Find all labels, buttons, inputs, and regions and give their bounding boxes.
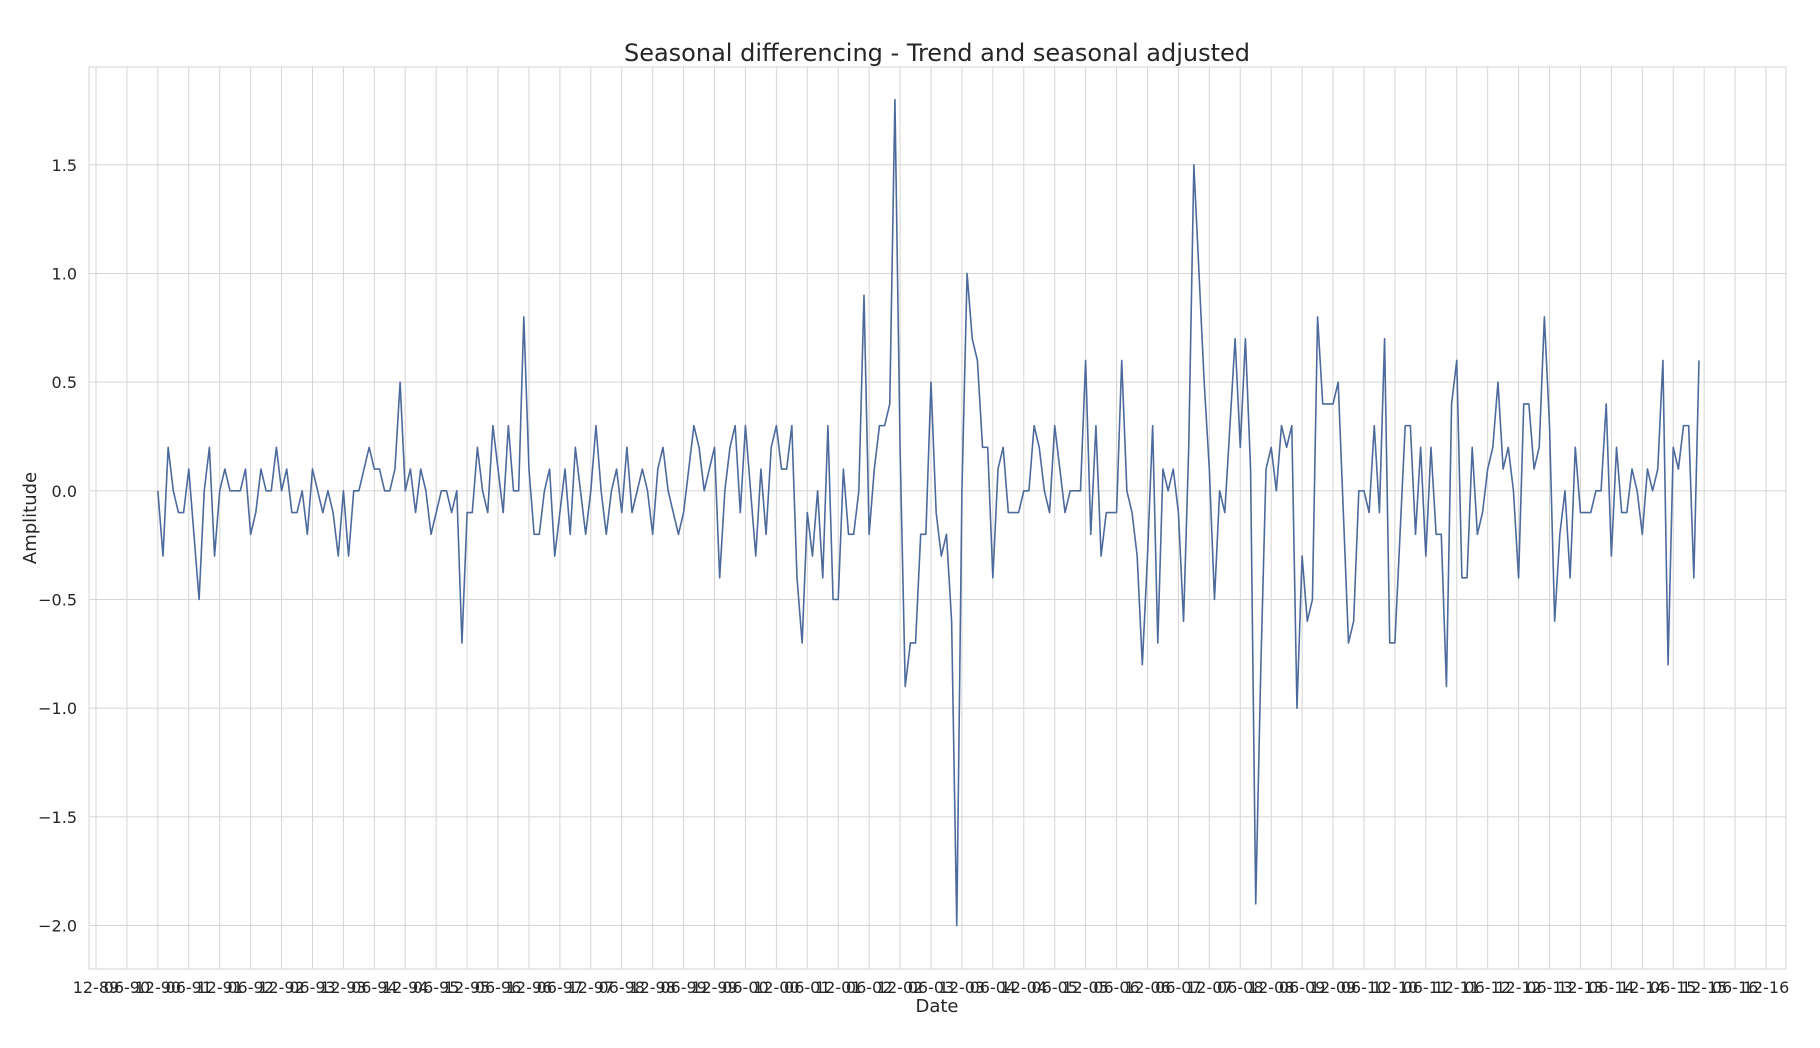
x-tick-label: 12-04 bbox=[1001, 978, 1048, 997]
x-tick-label: 06-91 bbox=[166, 978, 213, 997]
x-tick-label: 06-16 bbox=[1712, 978, 1759, 997]
x-tick-label: 06-14 bbox=[1588, 978, 1635, 997]
x-axis-title: Date bbox=[915, 996, 958, 1017]
x-tick-label: 12-11 bbox=[1433, 978, 1480, 997]
x-tick-label: 06-06 bbox=[1093, 978, 1140, 997]
y-tick-label: −0.5 bbox=[38, 591, 77, 610]
x-tick-label: 12-90 bbox=[135, 978, 182, 997]
x-tick-label: 06-94 bbox=[351, 978, 398, 997]
x-tick-label: 12-13 bbox=[1557, 978, 1604, 997]
plot-frame bbox=[88, 66, 1787, 970]
x-tick-label: 06-07 bbox=[1155, 978, 1202, 997]
y-tick-label: 0.0 bbox=[52, 482, 77, 501]
x-tick-label: 06-90 bbox=[104, 978, 151, 997]
x-tick-label: 06-01 bbox=[784, 978, 831, 997]
x-tick-label: 06-11 bbox=[1403, 978, 1450, 997]
x-tick-label: 12-10 bbox=[1372, 978, 1419, 997]
x-tick-label: 12-99 bbox=[691, 978, 738, 997]
x-tick-label: 06-12 bbox=[1464, 978, 1511, 997]
x-tick-labels: 12-8906-9012-9006-9112-9106-9212-9206-93… bbox=[73, 978, 1790, 997]
x-tick-label: 06-98 bbox=[598, 978, 645, 997]
x-tick-label: 12-97 bbox=[568, 978, 615, 997]
x-tick-label: 12-07 bbox=[1186, 978, 1233, 997]
x-tick-label: 12-94 bbox=[382, 978, 429, 997]
x-tick-label: 12-14 bbox=[1619, 978, 1666, 997]
series-line bbox=[157, 98, 1700, 927]
x-tick-label: 06-92 bbox=[227, 978, 274, 997]
y-tick-label: 0.5 bbox=[52, 373, 77, 392]
x-tick-label: 06-09 bbox=[1279, 978, 1326, 997]
x-tick-label: 06-96 bbox=[475, 978, 522, 997]
x-tick-label: 12-91 bbox=[196, 978, 243, 997]
x-tick-label: 12-01 bbox=[815, 978, 862, 997]
x-tick-label: 12-12 bbox=[1495, 978, 1542, 997]
x-tick-label: 06-95 bbox=[413, 978, 460, 997]
y-tick-label: −1.5 bbox=[38, 808, 77, 827]
x-tick-label: 06-04 bbox=[970, 978, 1017, 997]
x-tick-label: 06-03 bbox=[908, 978, 955, 997]
x-tick-label: 06-10 bbox=[1341, 978, 1388, 997]
chart-title: Seasonal differencing - Trend and season… bbox=[624, 39, 1250, 67]
x-tick-label: 06-00 bbox=[722, 978, 769, 997]
y-tick-label: −1.0 bbox=[38, 699, 77, 718]
x-tick-label: 12-89 bbox=[73, 978, 120, 997]
x-tick-label: 06-15 bbox=[1650, 978, 1697, 997]
x-tick-label: 12-15 bbox=[1681, 978, 1728, 997]
x-tick-label: 12-05 bbox=[1062, 978, 1109, 997]
x-tick-label: 12-00 bbox=[753, 978, 800, 997]
x-tick-label: 06-08 bbox=[1217, 978, 1264, 997]
x-tick-label: 06-13 bbox=[1526, 978, 1573, 997]
x-tick-label: 06-93 bbox=[289, 978, 336, 997]
x-tick-label: 12-92 bbox=[258, 978, 305, 997]
x-tick-label: 12-95 bbox=[444, 978, 491, 997]
x-tick-label: 12-96 bbox=[506, 978, 553, 997]
y-tick-label: 1.0 bbox=[52, 264, 77, 283]
x-tick-label: 06-97 bbox=[537, 978, 584, 997]
x-tick-label: 12-06 bbox=[1124, 978, 1171, 997]
x-tick-label: 06-05 bbox=[1031, 978, 1078, 997]
y-axis-title: Amplitude bbox=[20, 472, 41, 564]
x-tick-label: 12-93 bbox=[320, 978, 367, 997]
series-layer bbox=[157, 98, 1700, 927]
y-tick-label: 1.5 bbox=[52, 156, 77, 175]
x-tick-label: 06-02 bbox=[846, 978, 893, 997]
x-tick-label: 12-16 bbox=[1743, 978, 1790, 997]
x-tick-label: 12-98 bbox=[629, 978, 676, 997]
x-tick-label: 06-99 bbox=[660, 978, 707, 997]
y-tick-labels: −2.0 −1.5 −1.0 −0.5 0.0 0.5 1.0 1.5 bbox=[38, 156, 77, 936]
x-tick-label: 12-08 bbox=[1248, 978, 1295, 997]
y-tick-label: −2.0 bbox=[38, 917, 77, 936]
x-tick-label: 12-09 bbox=[1310, 978, 1357, 997]
x-tick-label: 12-03 bbox=[939, 978, 986, 997]
x-tick-label: 12-02 bbox=[877, 978, 924, 997]
